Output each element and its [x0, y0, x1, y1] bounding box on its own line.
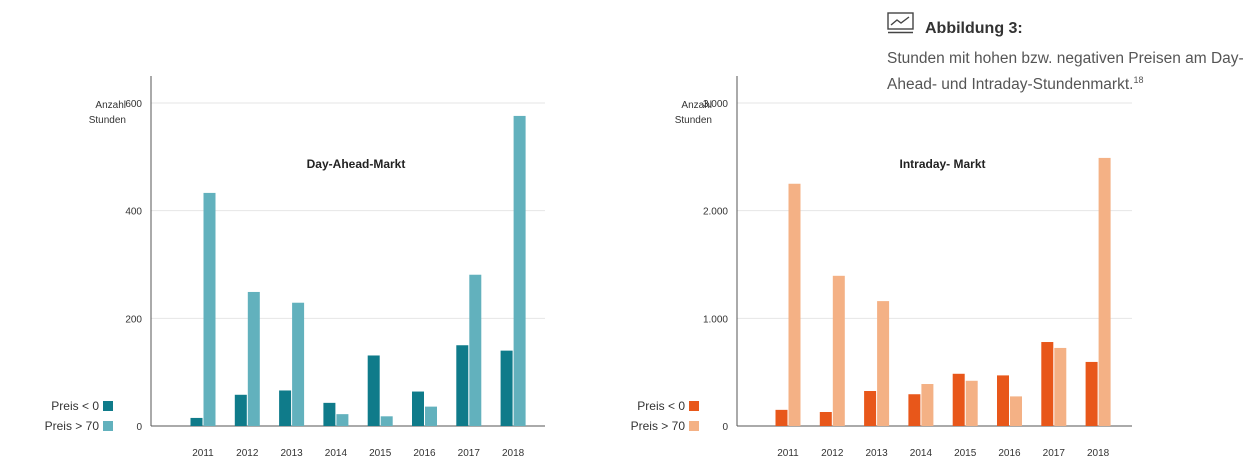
chart2-legend-swatch — [689, 421, 699, 431]
chart2-bar-high — [965, 380, 978, 426]
chart1-bar-high — [380, 416, 393, 426]
chart1-bar-high — [247, 291, 260, 426]
chart1-bar-negative — [456, 345, 469, 426]
chart1-bar-negative — [279, 390, 292, 426]
chart2-x-tick-label: 2016 — [998, 448, 1021, 459]
chart2-y-axis-label-line1: Anzahl — [681, 100, 712, 111]
chart1-legend-swatch — [103, 401, 113, 411]
chart1-bar-negative — [412, 391, 424, 426]
chart2-bar-high — [788, 183, 801, 426]
line-chart-icon — [887, 12, 914, 34]
chart2-bar-high — [921, 384, 934, 426]
chart2-x-tick-label: 2015 — [954, 448, 977, 459]
figure-subtitle: Stunden mit hohen bzw. negativen Preisen… — [887, 46, 1253, 98]
chart1-y-axis-label-line1: Anzahl — [95, 100, 126, 111]
chart1-y-tick-label: 600 — [125, 99, 142, 110]
chart1-bar-negative — [367, 355, 380, 426]
chart1-x-tick-label: 2014 — [325, 448, 348, 459]
chart1-x-tick-label: 2016 — [413, 448, 436, 459]
chart1-x-tick-label: 2018 — [502, 448, 525, 459]
chart2-legend-label: Preis < 0 — [637, 399, 685, 413]
chart1-bar-high — [336, 414, 349, 426]
chart2-bar-high — [1010, 396, 1022, 426]
chart2-y-tick-label: 3.000 — [703, 99, 728, 110]
chart2-x-tick-label: 2017 — [1043, 448, 1066, 459]
chart1-x-tick-label: 2012 — [236, 448, 259, 459]
chart2-x-tick-label: 2014 — [910, 448, 933, 459]
chart2-bar-negative — [908, 394, 921, 426]
chart2-bar-high — [1098, 157, 1111, 426]
chart2-x-tick-label: 2013 — [865, 448, 888, 459]
chart1-x-tick-label: 2011 — [192, 448, 214, 459]
chart2-y-tick-label: 2.000 — [703, 207, 728, 218]
footnote-marker: 18 — [1133, 74, 1144, 85]
chart2-title: Intraday- Markt — [899, 157, 985, 171]
chart1-legend-swatch — [103, 421, 113, 431]
chart2-bar-negative — [1085, 361, 1098, 426]
chart2-bar-negative — [997, 375, 1009, 426]
chart2-bar-high — [877, 301, 890, 426]
chart2-legend-swatch — [689, 401, 699, 411]
chart1-y-tick-label: 200 — [125, 314, 142, 325]
chart2-x-tick-label: 2018 — [1087, 448, 1110, 459]
chart1-legend-label: Preis < 0 — [51, 399, 99, 413]
chart1-bar-high — [469, 274, 482, 426]
chart1-y-axis-label-line2: Stunden — [89, 115, 126, 126]
chart1-y-tick-label: 400 — [125, 207, 142, 218]
chart2-y-axis-label-line2: Stunden — [675, 115, 712, 126]
chart1-x-tick-label: 2015 — [369, 448, 392, 459]
chart1-legend-label: Preis > 70 — [45, 419, 100, 433]
chart2-bar-high — [1054, 347, 1067, 426]
chart1-bar-high — [425, 406, 437, 426]
chart2-legend-label: Preis > 70 — [631, 419, 686, 433]
chart1-title: Day-Ahead-Markt — [307, 157, 406, 171]
chart2-x-tick-label: 2012 — [821, 448, 844, 459]
chart1-x-tick-label: 2017 — [458, 448, 481, 459]
chart2-y-tick-label: 0 — [722, 422, 728, 433]
chart1-x-tick-label: 2013 — [280, 448, 303, 459]
chart2-y-tick-label: 1.000 — [703, 314, 728, 325]
chart2-bar-negative — [864, 391, 877, 426]
chart1-y-tick-label: 0 — [136, 422, 142, 433]
chart1-bar-negative — [190, 417, 203, 426]
figure-subtitle-text: Stunden mit hohen bzw. negativen Preisen… — [887, 50, 1244, 93]
chart2-bar-negative — [1041, 342, 1054, 426]
figure-title: Abbildung 3: — [925, 20, 1023, 37]
chart1-bar-negative — [234, 394, 247, 426]
chart2-bar-high — [832, 275, 845, 426]
chart1-bar-negative — [500, 350, 513, 426]
chart2-x-tick-label: 2011 — [777, 448, 799, 459]
chart1-bar-high — [203, 192, 216, 426]
chart2-bar-negative — [775, 409, 788, 426]
chart1-bar-negative — [323, 402, 336, 426]
chart2-bar-negative — [952, 373, 965, 426]
chart2-bar-negative — [819, 412, 832, 426]
chart1-bar-high — [513, 115, 526, 427]
chart1-bar-high — [292, 302, 305, 426]
